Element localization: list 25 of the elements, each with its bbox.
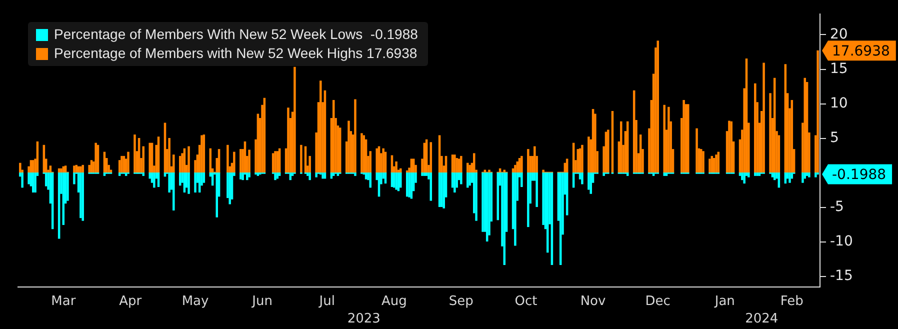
x-tick-label: Aug — [381, 294, 407, 309]
x-tick-label: Oct — [514, 294, 538, 309]
y-tick-label: -5 — [830, 199, 844, 216]
x-tick-label: Nov — [580, 294, 606, 309]
x-tick-label: Jun — [251, 294, 272, 309]
x-tick-label: Sep — [448, 294, 474, 309]
legend-label: Percentage of Members With New 52 Week Lows -0.1988 — [54, 25, 418, 44]
x2-tick-label: 2024 — [745, 312, 778, 327]
y-tick-label: 5 — [830, 130, 839, 146]
x2-tick-label: 2023 — [347, 312, 380, 327]
x-tick-label: Feb — [780, 294, 804, 309]
y-tick-label: -10 — [830, 234, 853, 250]
x-tick-label: Dec — [645, 294, 670, 309]
y-tick-label: -15 — [830, 268, 853, 284]
y-tick-label: 20 — [830, 26, 848, 42]
legend-label: Percentage of Members with New 52 Week Highs 17.6938 — [54, 44, 418, 63]
x-tick-label: Jul — [318, 294, 335, 309]
x-tick-label: Jan — [714, 294, 735, 309]
annotation: 17.6938 — [832, 43, 890, 60]
x-tick-label: May — [182, 294, 209, 309]
x-tick-label: Mar — [51, 294, 76, 309]
y-tick-label: 15 — [830, 60, 848, 77]
annotation: -0.1988 — [832, 166, 886, 183]
y-tick-label: 10 — [830, 95, 848, 112]
x-tick-label: Apr — [119, 294, 142, 309]
